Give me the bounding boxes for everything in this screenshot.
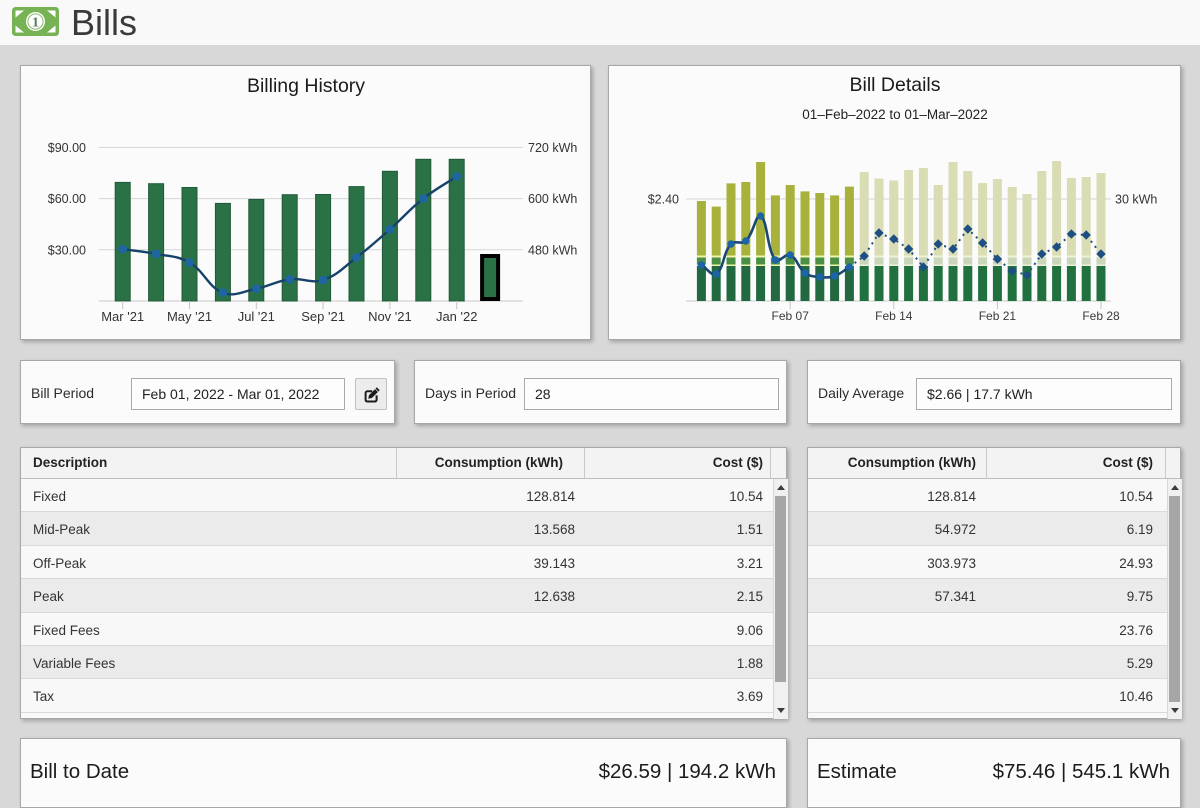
svg-text:480 kWh: 480 kWh	[528, 243, 577, 257]
svg-text:Mar '21: Mar '21	[101, 309, 144, 324]
svg-text:Billing History: Billing History	[247, 75, 365, 97]
svg-text:Feb 07: Feb 07	[772, 309, 810, 323]
svg-text:Feb 28: Feb 28	[1082, 309, 1120, 323]
svg-text:Bill Details: Bill Details	[849, 74, 940, 96]
svg-text:Sep '21: Sep '21	[301, 309, 345, 324]
svg-text:$90.00: $90.00	[48, 141, 86, 155]
svg-text:Nov '21: Nov '21	[368, 309, 412, 324]
svg-text:$30.00: $30.00	[48, 243, 86, 257]
svg-text:$2.40: $2.40	[648, 193, 679, 207]
svg-text:1: 1	[32, 16, 39, 31]
svg-text:01–Feb–2022 to 01–Mar–2022: 01–Feb–2022 to 01–Mar–2022	[802, 107, 987, 122]
svg-text:Jul '21: Jul '21	[238, 309, 275, 324]
svg-text:$60.00: $60.00	[48, 192, 86, 206]
svg-text:Jan '22: Jan '22	[436, 309, 478, 324]
svg-text:30 kWh: 30 kWh	[1115, 193, 1157, 207]
svg-text:May '21: May '21	[167, 309, 212, 324]
svg-text:Feb 21: Feb 21	[979, 309, 1017, 323]
svg-text:600 kWh: 600 kWh	[528, 192, 577, 206]
svg-text:Feb 14: Feb 14	[875, 309, 913, 323]
svg-text:720 kWh: 720 kWh	[528, 141, 577, 155]
